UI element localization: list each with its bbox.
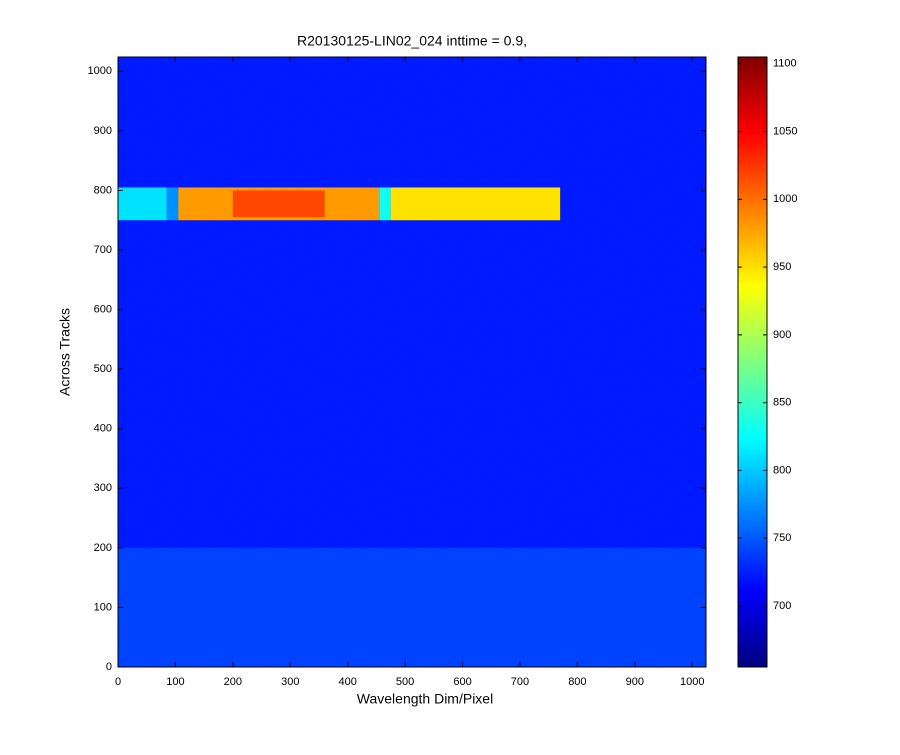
colorbar-tick-label: 950 (773, 261, 791, 273)
colorbar-tick-label: 800 (773, 464, 791, 476)
colorbar-tick-label: 850 (773, 397, 791, 409)
y-tick-label: 200 (94, 542, 112, 554)
x-tick-label: 600 (453, 676, 471, 688)
y-tick-label: 900 (94, 125, 112, 137)
plot-frame (117, 56, 707, 668)
y-axis-label: Across Tracks (57, 308, 73, 396)
y-tick-label: 100 (94, 601, 112, 613)
x-tick-label: 0 (115, 676, 121, 688)
x-tick-label: 100 (166, 676, 184, 688)
colorbar-tick-label: 700 (773, 600, 791, 612)
y-tick-label: 300 (94, 482, 112, 494)
noise-texture (118, 57, 706, 667)
y-tick-label: 0 (106, 661, 112, 673)
colorbar-tick-label: 1100 (773, 58, 797, 70)
chart-title: R20130125-LIN02_024 inttime = 0.9, (297, 33, 527, 49)
colorbar-tick-label: 900 (773, 329, 791, 341)
y-tick-label: 1000 (88, 65, 112, 77)
colorbar-tick-label: 1000 (773, 193, 797, 205)
x-tick-label: 700 (511, 676, 529, 688)
y-tick-label: 700 (94, 244, 112, 256)
x-tick-label: 400 (339, 676, 357, 688)
y-tick-label: 600 (94, 303, 112, 315)
colorbar-tick-label: 1050 (773, 125, 797, 137)
colorbar (737, 56, 768, 668)
y-tick-label: 800 (94, 184, 112, 196)
x-tick-label: 500 (396, 676, 414, 688)
x-tick-label: 200 (224, 676, 242, 688)
x-tick-label: 300 (281, 676, 299, 688)
x-axis-label: Wavelength Dim/Pixel (357, 691, 493, 707)
x-tick-label: 900 (626, 676, 644, 688)
y-tick-label: 500 (94, 363, 112, 375)
colorbar-tick-label: 750 (773, 532, 791, 544)
x-tick-label: 800 (568, 676, 586, 688)
y-tick-label: 400 (94, 423, 112, 435)
x-tick-label: 1000 (680, 676, 704, 688)
